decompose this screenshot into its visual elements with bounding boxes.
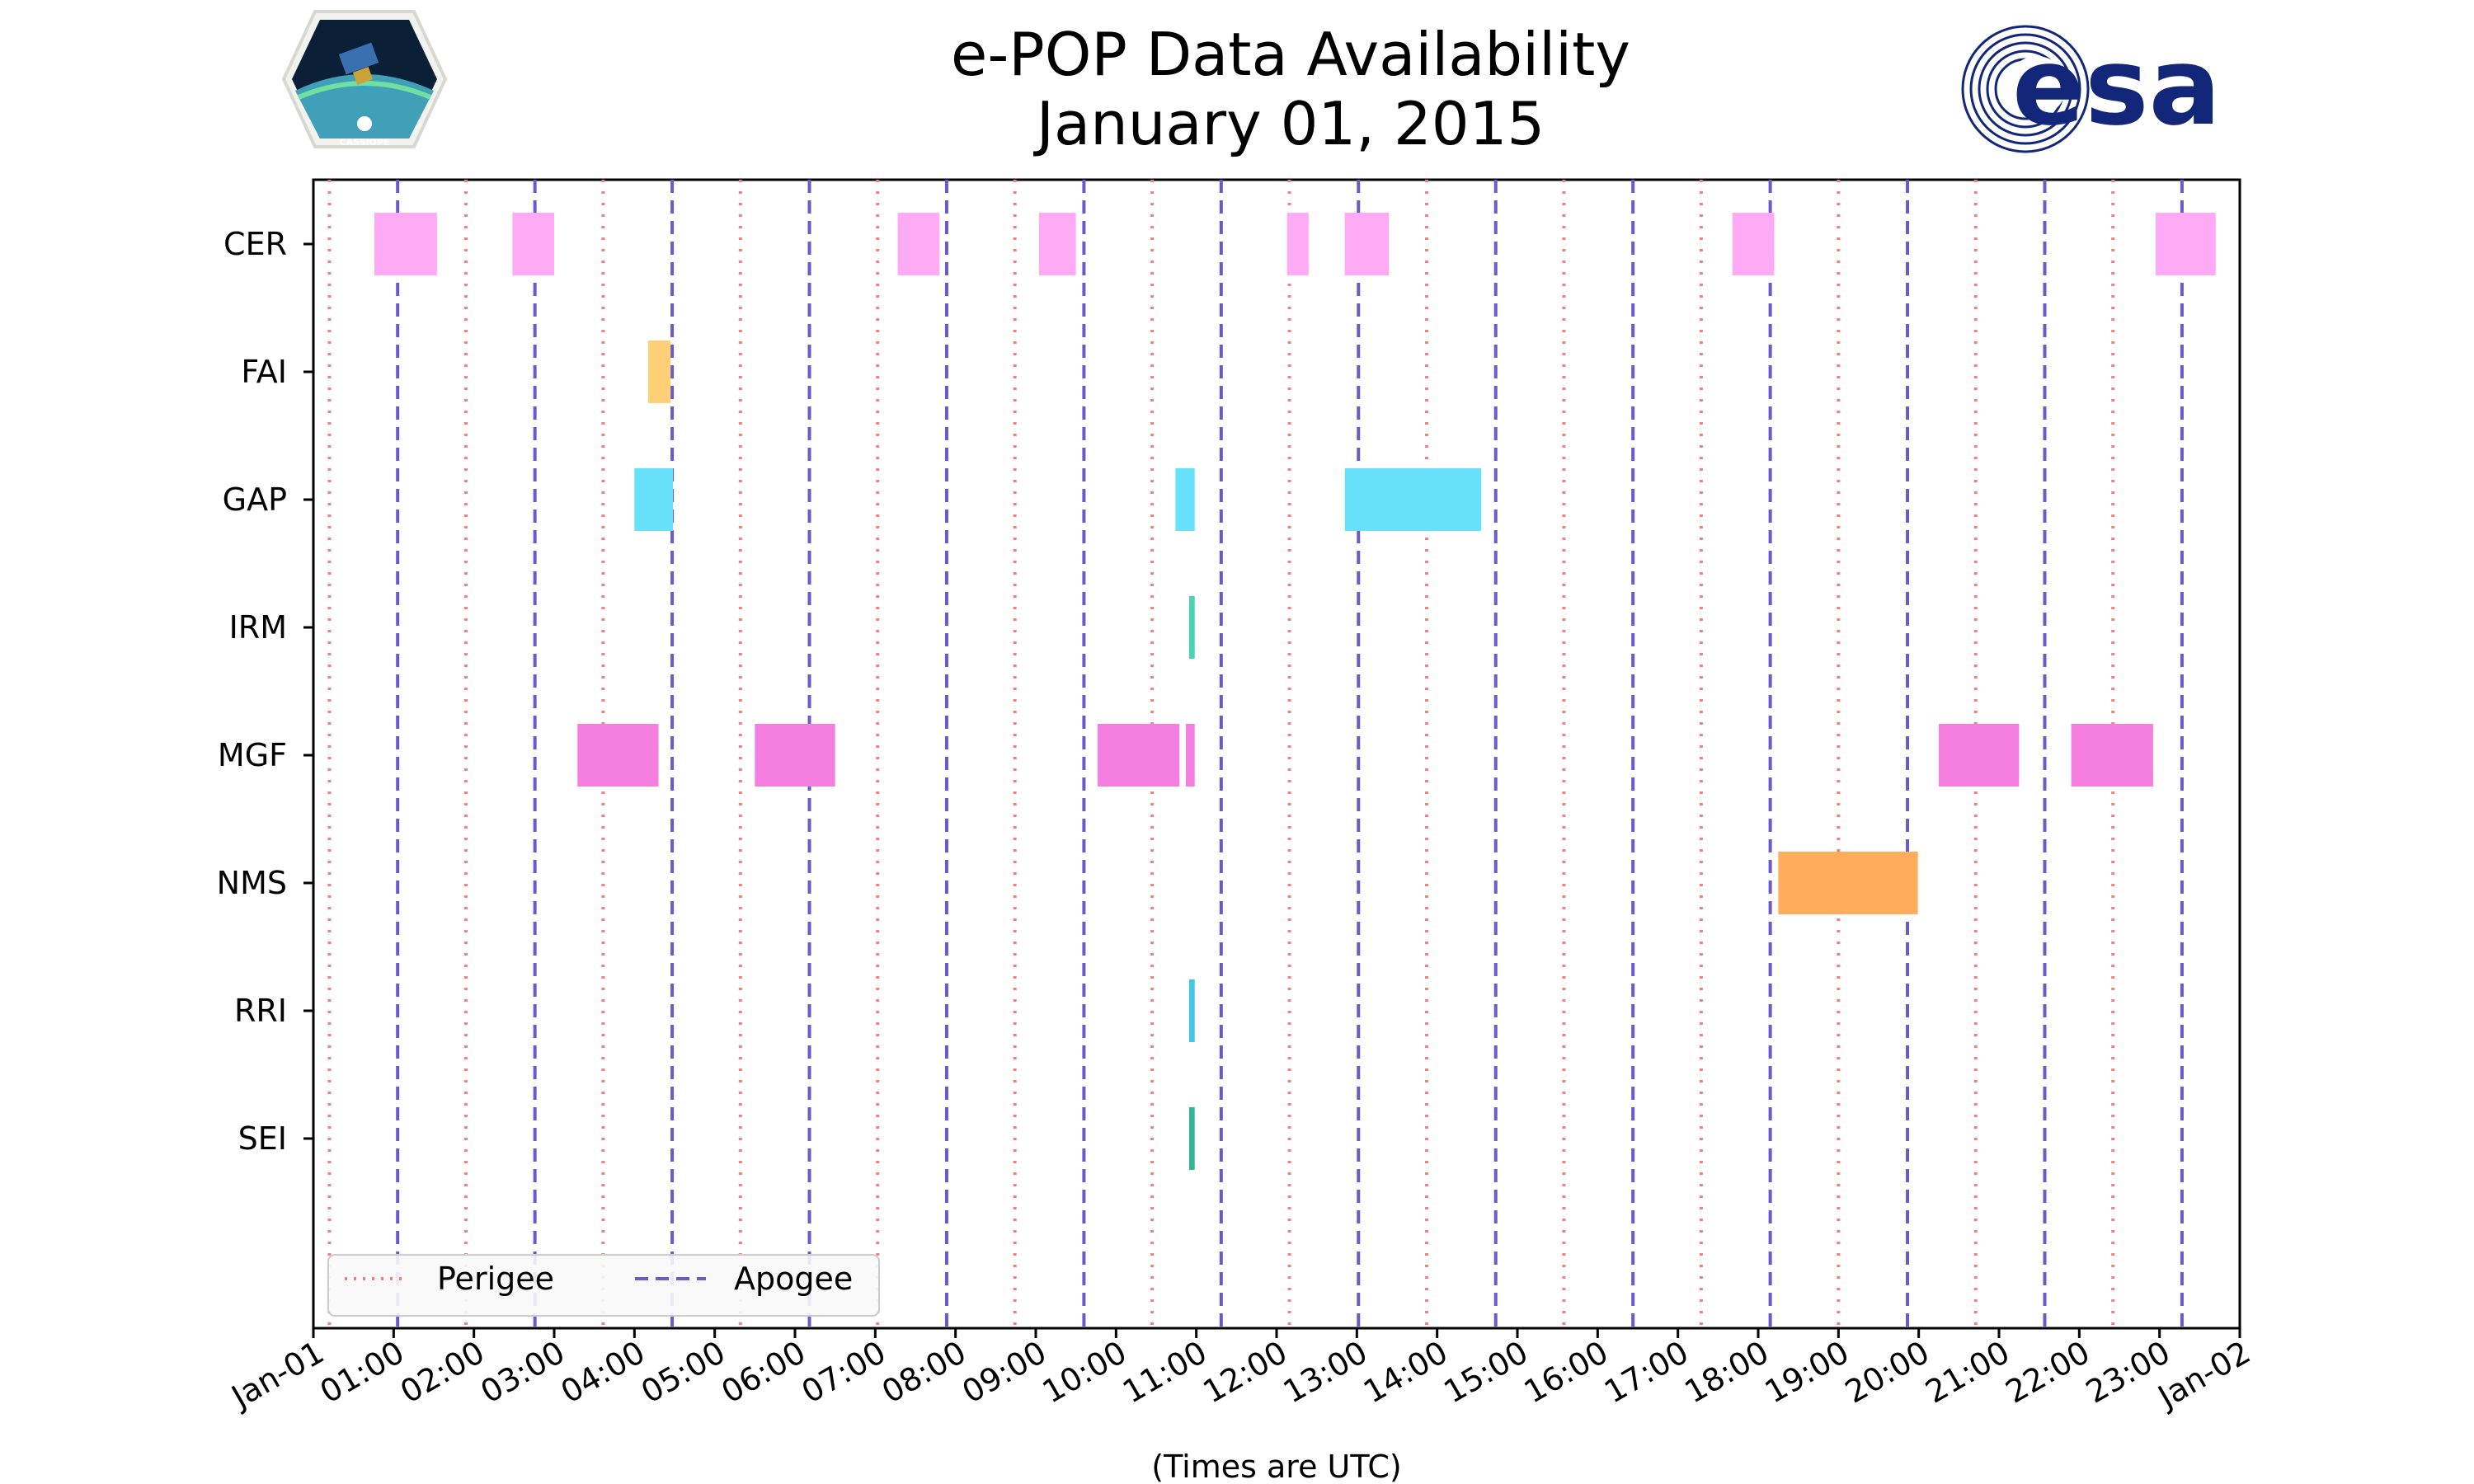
x-tick-label-21: 21:00 [1919,1334,2015,1411]
bar-rri-0 [1188,979,1195,1042]
x-tick-label-17: 17:00 [1598,1334,1695,1411]
x-tick-label-8: 08:00 [876,1334,972,1411]
cassiope-logo: CASSIOPE [281,10,448,148]
bar-cer-7 [2155,213,2216,275]
x-tick-label-16: 16:00 [1518,1334,1615,1411]
bar-cer-5 [1344,213,1390,275]
x-tick-label-10: 10:00 [1037,1334,1133,1411]
y-tick-label-mgf: MGF [218,737,287,773]
bar-nms-0 [1778,852,1918,914]
x-tick-label-1: 01:00 [314,1334,411,1411]
bar-gap-0 [634,468,674,531]
x-tick-label-13: 13:00 [1277,1334,1374,1411]
x-tick-label-6: 06:00 [715,1334,811,1411]
bar-mgf-2 [1097,724,1180,787]
x-tick-label-9: 09:00 [956,1334,1052,1411]
bar-cer-6 [1732,213,1775,275]
bar-cer-3 [1038,213,1076,275]
x-tick-label-22: 22:00 [2000,1334,2096,1411]
y-tick-label-sei: SEI [238,1120,287,1157]
x-tick-label-20: 20:00 [1839,1334,1935,1411]
legend: Perigee Apogee [327,1254,880,1317]
y-axis: CER FAI GAP IRM MGF NMS RRI SEI [217,226,313,1157]
legend-perigee-label: Perigee [437,1261,554,1297]
x-tick-label-15: 15:00 [1437,1334,1534,1411]
x-tick-label-11: 11:00 [1117,1334,1213,1411]
bar-fai-0 [647,340,671,403]
y-tick-label-rri: RRI [234,993,287,1029]
bar-mgf-3 [1186,724,1195,787]
bar-sei-0 [1188,1107,1195,1170]
bar-cer-1 [512,213,554,275]
bar-cer-0 [374,213,437,275]
x-tick-label-14: 14:00 [1357,1334,1454,1411]
x-tick-label-2: 02:00 [394,1334,491,1411]
y-tick-label-fai: FAI [241,354,287,390]
chart-subtitle: January 01, 2015 [1036,89,1545,158]
y-tick-label-nms: NMS [217,865,287,901]
bar-mgf-4 [1939,724,2020,787]
legend-apogee-label: Apogee [734,1261,853,1297]
esa-logo-text: esa [2012,24,2221,149]
y-tick-label-irm: IRM [229,609,287,646]
bar-irm-0 [1188,596,1195,659]
x-axis: Jan-0101:0002:0003:0004:0005:0006:0007:0… [224,1328,2256,1416]
bar-mgf-5 [2071,724,2153,787]
data-bars [374,213,2216,1170]
bar-cer-4 [1286,213,1309,275]
cassiope-logo-text: CASSIOPE [340,137,390,148]
y-tick-label-gap: GAP [223,481,287,518]
x-tick-label-7: 07:00 [796,1334,892,1411]
legend-box [327,1254,880,1317]
orbit-lines [327,180,2184,1328]
x-tick-label-5: 05:00 [635,1334,731,1411]
x-tick-label-18: 18:00 [1678,1334,1775,1411]
x-axis-label: (Times are UTC) [1151,1449,1401,1484]
bar-gap-2 [1344,468,1482,531]
x-tick-label-3: 03:00 [474,1334,571,1411]
esa-logo: esa [1961,24,2221,153]
bar-cer-2 [897,213,940,275]
bar-mgf-1 [755,724,835,787]
x-tick-label-12: 12:00 [1197,1334,1293,1411]
chart-title: e-POP Data Availability [951,20,1630,89]
x-tick-label-0: Jan-01 [224,1334,330,1416]
bar-gap-1 [1175,468,1195,531]
y-tick-label-cer: CER [223,226,287,262]
bar-mgf-0 [577,724,659,787]
x-tick-label-24: Jan-02 [2151,1334,2256,1416]
x-tick-label-4: 04:00 [555,1334,651,1411]
x-tick-label-19: 19:00 [1759,1334,1856,1411]
